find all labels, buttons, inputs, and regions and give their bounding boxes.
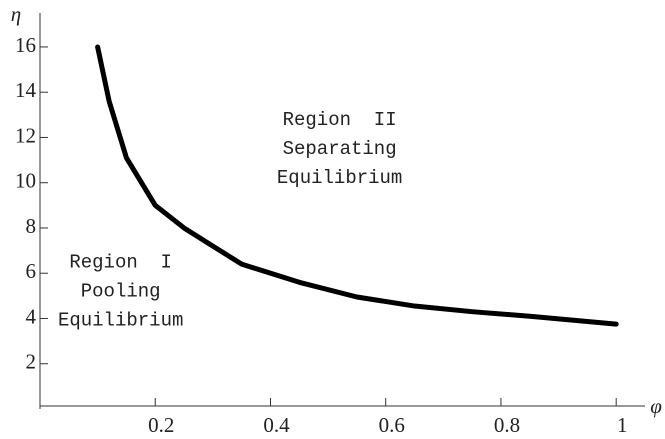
y-tick-label: 12 — [15, 123, 36, 147]
y-tick-label: 8 — [26, 214, 37, 238]
y-tick-label: 10 — [15, 169, 36, 193]
line — [95, 44, 619, 327]
x-tick-label: 0.2 — [148, 413, 174, 437]
x-tick-label: 0.8 — [494, 413, 520, 437]
x-axis-label: φ — [650, 394, 662, 418]
y-axis-label: η — [11, 2, 21, 26]
annotation: Equilibrium — [277, 167, 402, 189]
y-tick-label: 14 — [15, 78, 37, 102]
x-tick-label: 0.4 — [263, 413, 290, 437]
x-tick-label: 1 — [617, 413, 628, 437]
y-tick-label: 4 — [26, 304, 37, 328]
y-tick-label: 2 — [26, 350, 37, 374]
y-tick-label: 6 — [26, 259, 37, 283]
annotation: Separating — [283, 138, 397, 160]
annotation: Region II — [283, 109, 397, 131]
y-tick-label: 16 — [15, 33, 36, 57]
annotation: Pooling — [81, 280, 161, 302]
annotation: Region I — [69, 251, 172, 273]
x-tick-label: 0.6 — [379, 413, 405, 437]
annotation: Equilibrium — [58, 309, 183, 331]
